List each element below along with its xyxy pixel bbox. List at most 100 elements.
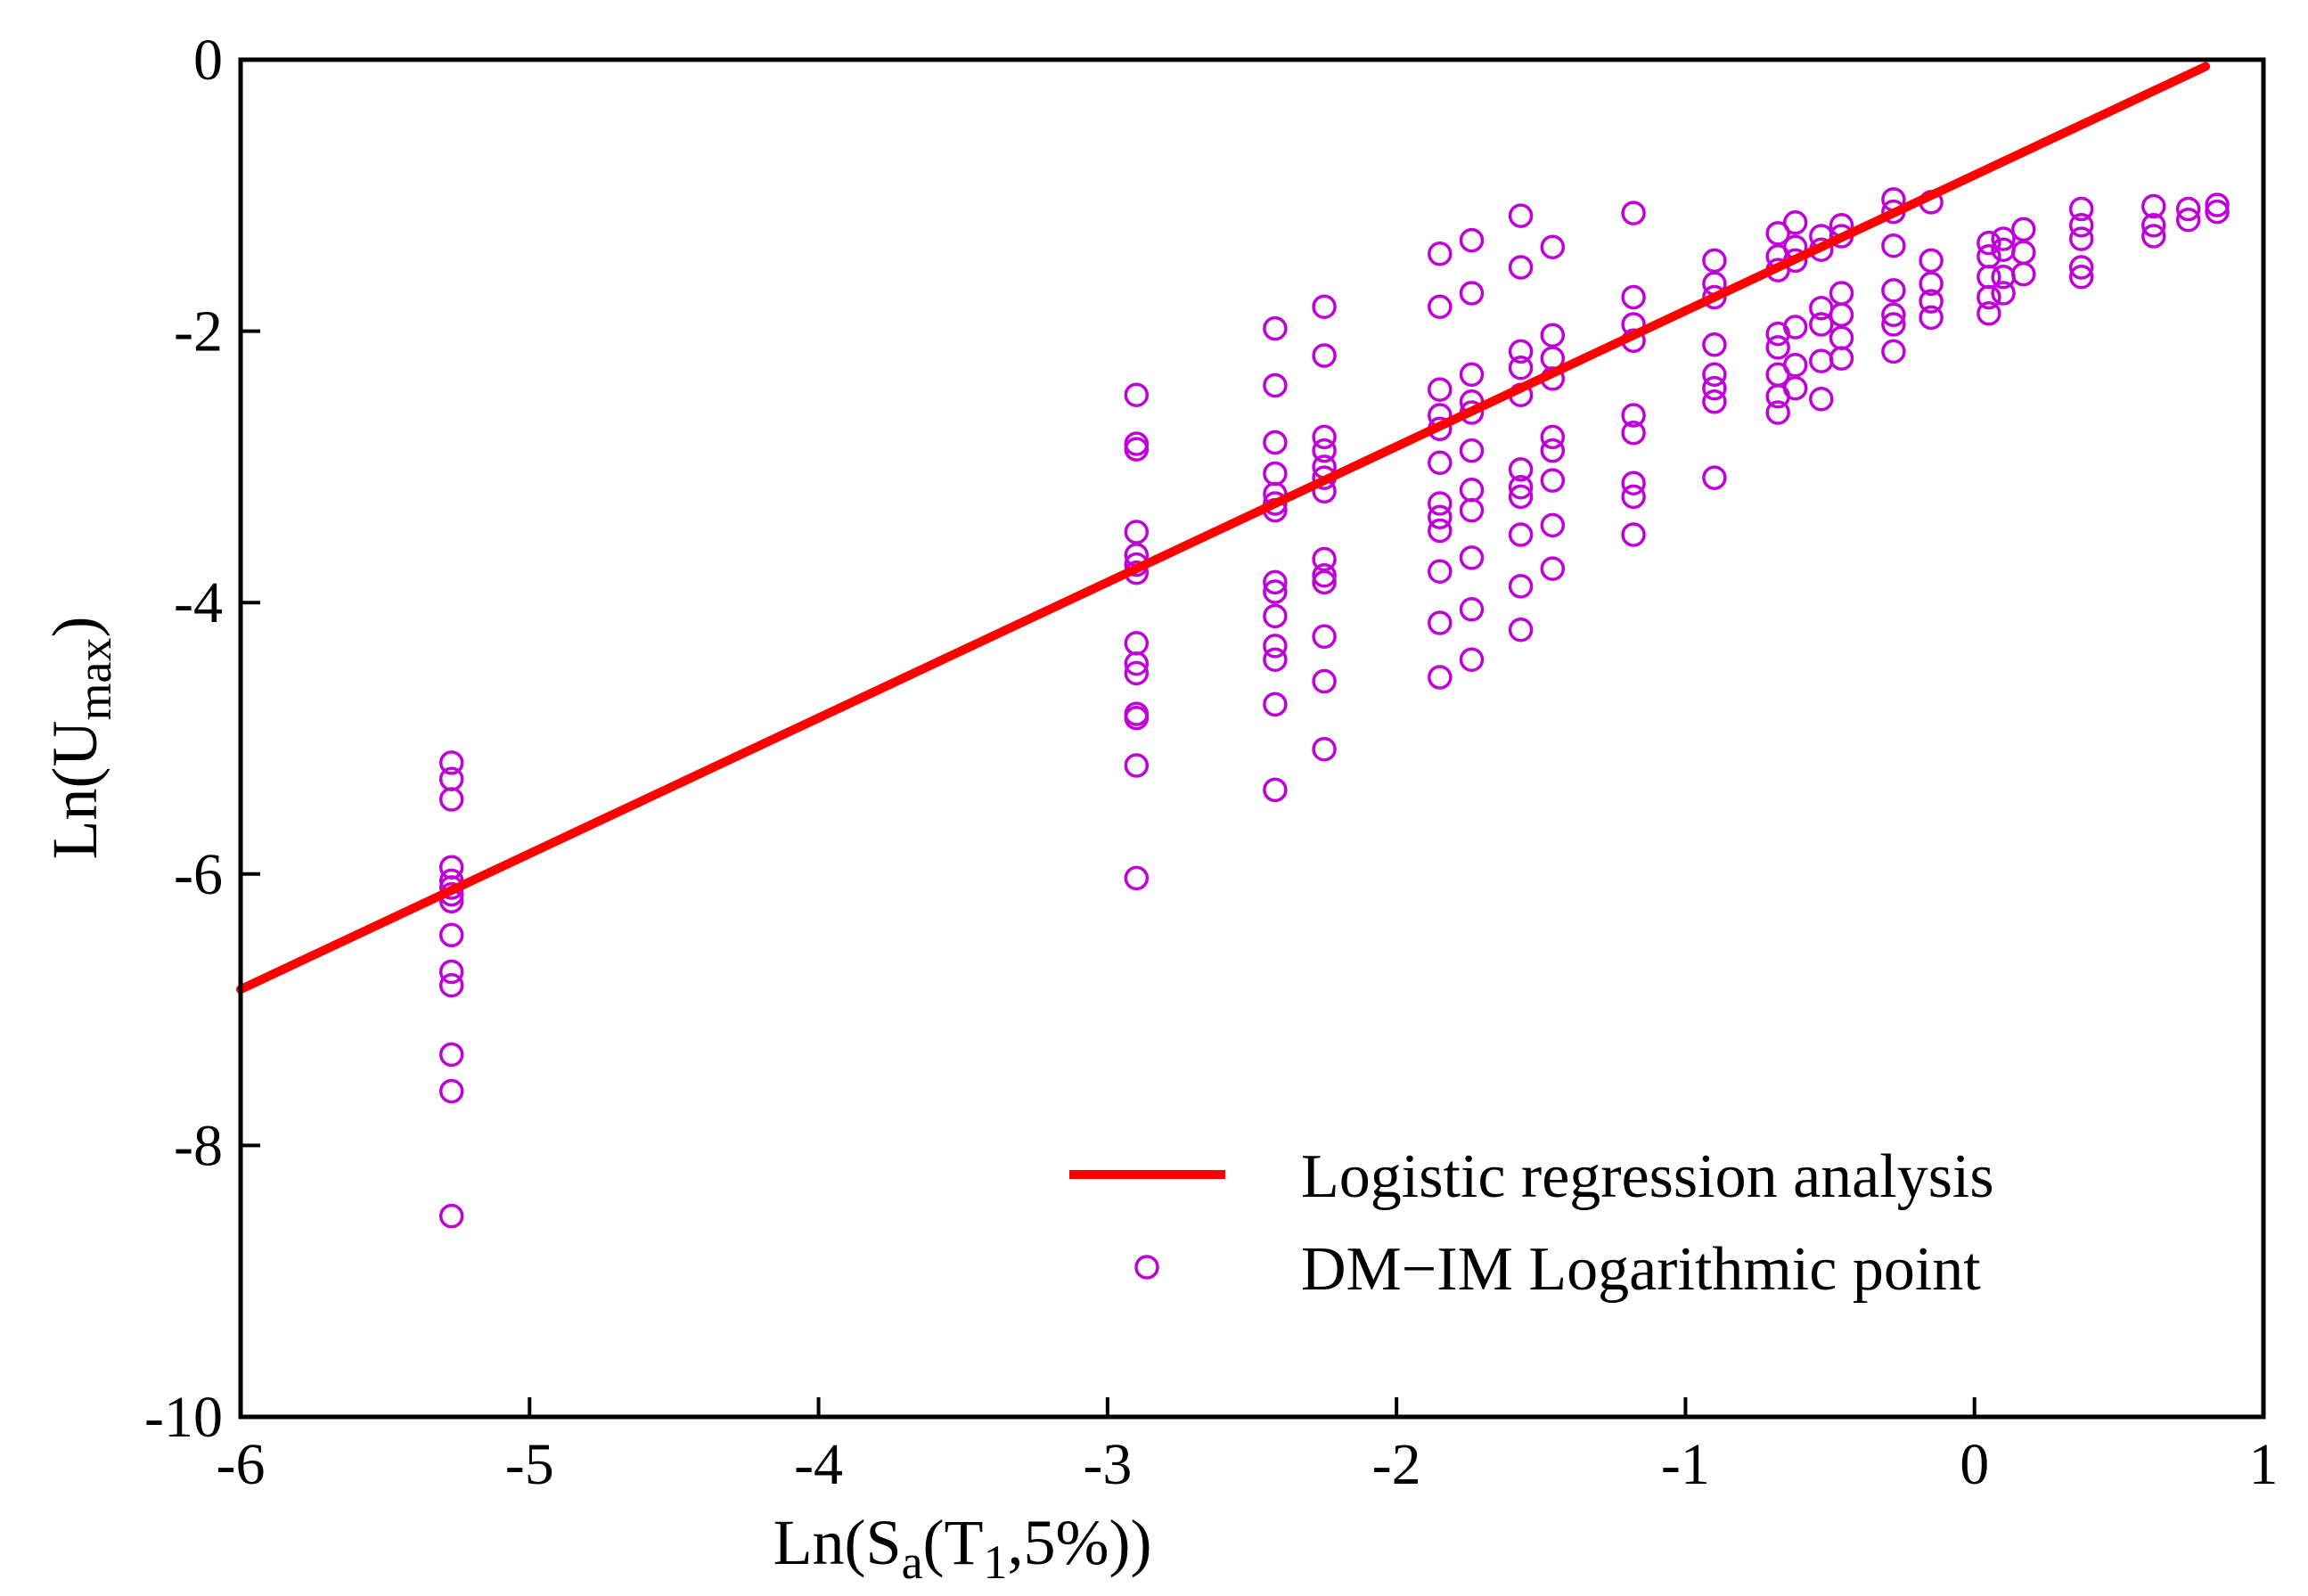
data-point: [1702, 284, 1727, 310]
data-point: [1702, 389, 1727, 414]
data-point: [2011, 217, 2036, 242]
data-point: [2205, 192, 2230, 217]
data-point: [1621, 201, 1646, 225]
plot-frame: [238, 57, 2266, 1420]
data-point: [1312, 438, 1337, 463]
data-point: [1881, 312, 1906, 337]
data-point: [1428, 241, 1453, 266]
data-point: [1124, 437, 1150, 462]
data-point: [2068, 264, 2094, 290]
data-point: [1428, 559, 1453, 584]
x-tick-label: -2: [1372, 1432, 1421, 1497]
data-point: [438, 922, 464, 948]
data-point: [1428, 518, 1453, 544]
data-point: [1312, 424, 1337, 450]
data-point: [1124, 382, 1150, 407]
data-point: [438, 1078, 464, 1104]
y-tick-label: -10: [144, 1385, 223, 1450]
data-point: [1540, 556, 1566, 581]
data-point: [1540, 234, 1566, 259]
data-point: [1919, 305, 1944, 331]
y-axis-ticks: -10 -8 -6 -4 -2 0: [144, 28, 260, 1450]
data-point: [1459, 478, 1485, 503]
data-point: [1829, 325, 1854, 350]
data-point: [1540, 424, 1566, 450]
data-point: [1263, 461, 1288, 487]
data-point: [1540, 468, 1566, 493]
x-tick-label: -6: [217, 1432, 266, 1497]
data-point: [1459, 227, 1485, 253]
data-point: [1881, 302, 1906, 328]
data-point: [1459, 497, 1485, 523]
data-point: [1829, 302, 1854, 328]
x-tick-label: -5: [505, 1432, 554, 1497]
y-tick-label: -6: [174, 842, 223, 907]
x-tick-label: 0: [1960, 1432, 1989, 1497]
data-point: [2141, 224, 2166, 249]
data-point: [1312, 668, 1337, 694]
data-point: [1508, 203, 1534, 228]
data-point: [2175, 196, 2201, 222]
data-point: [1919, 248, 1944, 274]
data-point: [1702, 332, 1727, 357]
data-point: [438, 750, 464, 775]
data-point: [1428, 450, 1453, 476]
data-point: [1540, 512, 1566, 538]
data-point: [1428, 610, 1453, 635]
data-point: [1621, 484, 1646, 510]
data-point: [1621, 421, 1646, 446]
data-point: [1428, 294, 1453, 319]
data-point: [1508, 255, 1534, 280]
y-tick-label: -2: [174, 299, 223, 364]
data-point: [1459, 647, 1485, 672]
x-axis-ticks: -6 -5 -4 -3 -2 -1 0 1: [217, 1397, 2279, 1497]
x-tick-label: -4: [794, 1432, 843, 1497]
regression-line: [236, 61, 2211, 994]
data-point: [2205, 199, 2230, 225]
data-point: [1312, 343, 1337, 368]
data-point: [1702, 248, 1727, 274]
data-point: [1459, 281, 1485, 306]
data-point: [1508, 339, 1534, 364]
data-point: [1702, 362, 1727, 388]
data-point: [1124, 631, 1150, 656]
data-point: [1809, 348, 1834, 373]
data-point: [1312, 294, 1337, 319]
data-point: [1782, 352, 1808, 378]
data-point: [1428, 491, 1453, 516]
data-point: [1263, 579, 1288, 604]
x-tick-label: -3: [1083, 1432, 1132, 1497]
data-point: [1263, 777, 1288, 803]
data-point: [1263, 315, 1288, 341]
x-tick-label: 1: [2249, 1432, 2279, 1497]
series-points: [438, 187, 2230, 1229]
x-axis-title: Ln(Sa(T1,5%)): [773, 1507, 1152, 1589]
data-point: [1829, 346, 1854, 371]
data-point: [1809, 387, 1834, 412]
data-point: [1124, 651, 1150, 676]
data-point: [1977, 284, 2001, 310]
data-point: [1977, 301, 2001, 326]
data-point: [1782, 375, 1808, 401]
data-point: [1991, 226, 2016, 251]
data-point: [1919, 271, 1944, 297]
y-tick-label: -8: [174, 1113, 223, 1178]
data-point: [2068, 213, 2094, 238]
data-point: [1263, 372, 1288, 398]
data-point: [1124, 520, 1150, 544]
y-axis-title: Ln(Umax): [39, 617, 121, 860]
data-point: [2068, 255, 2094, 280]
data-point: [2011, 261, 2036, 287]
y-tick-label: 0: [193, 28, 223, 93]
data-point: [1508, 617, 1534, 642]
data-point: [1977, 230, 2001, 256]
data-point: [1428, 377, 1453, 402]
data-point: [1702, 465, 1727, 490]
data-point: [1782, 210, 1808, 235]
plot-content: [236, 61, 2230, 1229]
data-point: [1508, 474, 1534, 500]
data-point: [1508, 457, 1534, 482]
data-point: [1508, 355, 1534, 381]
data-point: [1508, 522, 1534, 547]
